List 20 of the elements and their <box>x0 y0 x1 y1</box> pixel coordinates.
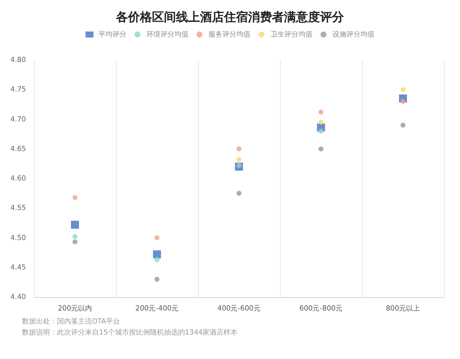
point <box>154 276 160 282</box>
point <box>236 190 242 196</box>
point <box>236 146 242 152</box>
chart-title: 各价格区间线上酒店住宿消费者满意度评分 <box>115 10 345 24</box>
point <box>318 110 324 115</box>
point <box>400 98 406 104</box>
point <box>318 128 324 134</box>
point <box>72 239 78 244</box>
point <box>72 194 78 200</box>
point <box>236 157 242 162</box>
point <box>400 122 406 128</box>
point <box>71 220 79 229</box>
point <box>154 235 160 240</box>
point <box>72 234 78 240</box>
point <box>154 257 160 262</box>
point <box>318 120 324 125</box>
point <box>400 87 406 92</box>
point <box>318 146 324 152</box>
point <box>236 162 242 168</box>
point <box>153 250 161 258</box>
